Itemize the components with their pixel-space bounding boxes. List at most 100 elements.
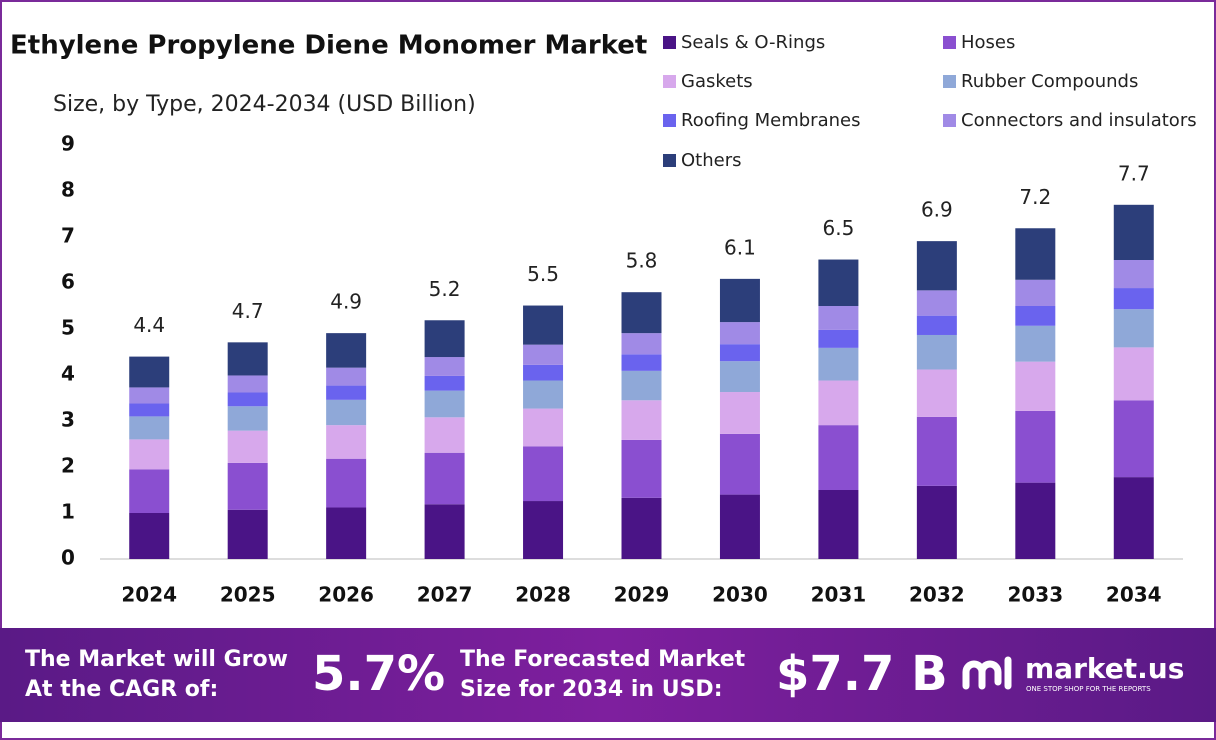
bar-segment xyxy=(818,347,859,381)
bar-segment xyxy=(424,504,465,559)
bar-segment xyxy=(129,356,170,388)
bar-segment xyxy=(1113,204,1154,260)
legend-label: Gaskets xyxy=(681,71,753,92)
cagr-text: The Market will Grow xyxy=(25,647,288,672)
legend-label: Seals & O-Rings xyxy=(681,32,825,53)
bar-segment xyxy=(523,305,564,345)
bar-segment xyxy=(1113,309,1154,348)
bar-segment xyxy=(1015,361,1056,411)
legend-swatch xyxy=(663,36,676,49)
bar-segment xyxy=(227,462,268,510)
x-tick-label: 2024 xyxy=(121,583,177,607)
bar-segment xyxy=(523,344,564,365)
y-tick-label: 1 xyxy=(61,500,75,524)
bar-segment xyxy=(719,278,760,323)
y-tick-label: 4 xyxy=(61,362,75,386)
x-tick-label: 2025 xyxy=(220,583,276,607)
legend-label: Others xyxy=(681,150,742,171)
bar-segment xyxy=(719,392,760,434)
x-tick-label: 2031 xyxy=(811,583,867,607)
chart-subtitle: Size, by Type, 2024-2034 (USD Billion) xyxy=(53,92,476,117)
bar-segment xyxy=(719,433,760,495)
bar-segment xyxy=(621,400,662,440)
bar-segment xyxy=(719,494,760,559)
total-label: 4.7 xyxy=(232,299,264,323)
bar-segment xyxy=(326,385,367,400)
bar-segment xyxy=(227,392,268,407)
bar-segment xyxy=(326,458,367,508)
y-tick-label: 5 xyxy=(61,316,75,340)
legend-label: Hoses xyxy=(961,32,1015,53)
bar-segment xyxy=(227,509,268,559)
tagline: ONE STOP SHOP FOR THE REPORTS xyxy=(1026,685,1151,693)
x-tick-label: 2027 xyxy=(417,583,473,607)
bar-segment xyxy=(818,490,859,559)
bar-segment xyxy=(1113,477,1154,559)
bar-segment xyxy=(621,292,662,334)
x-tick-label: 2032 xyxy=(909,583,965,607)
total-label: 6.1 xyxy=(724,235,756,259)
bar-segment xyxy=(916,241,957,291)
bar-segment xyxy=(719,361,760,393)
y-tick-label: 3 xyxy=(61,408,75,432)
total-label: 6.5 xyxy=(823,216,855,240)
bar-segment xyxy=(916,315,957,335)
bar-segment xyxy=(227,430,268,463)
legend-swatch xyxy=(663,154,676,167)
bar-segment xyxy=(1015,325,1056,362)
legend-swatch xyxy=(663,114,676,127)
bar-segment xyxy=(523,364,564,381)
legend-swatch xyxy=(943,114,956,127)
bar-segment xyxy=(129,403,170,417)
bar-segment xyxy=(523,408,564,447)
x-tick-label: 2033 xyxy=(1007,583,1063,607)
bar-segment xyxy=(916,369,957,417)
bar-segment xyxy=(326,425,367,459)
bar-segment xyxy=(818,259,859,306)
y-tick-label: 6 xyxy=(61,270,75,294)
chart-title: Ethylene Propylene Diene Monomer Market xyxy=(10,31,647,61)
x-tick-label: 2034 xyxy=(1106,583,1162,607)
bar-segment xyxy=(129,416,170,440)
bar-segment xyxy=(1015,410,1056,483)
y-tick-label: 8 xyxy=(61,178,75,202)
bar-segment xyxy=(621,439,662,498)
bar-segment xyxy=(621,497,662,559)
total-label: 5.2 xyxy=(429,277,461,301)
total-label: 4.4 xyxy=(133,313,165,337)
bar-segment xyxy=(916,334,957,370)
bar-segment xyxy=(326,333,367,368)
y-tick-label: 2 xyxy=(61,454,75,478)
x-tick-label: 2029 xyxy=(614,583,670,607)
bar-segment xyxy=(1015,306,1056,326)
bar-segment xyxy=(326,367,367,386)
bar-segment xyxy=(719,322,760,345)
brand: market.us xyxy=(1025,652,1184,685)
y-tick-label: 9 xyxy=(61,132,75,156)
banner xyxy=(0,628,1216,722)
cagr-value: 5.7% xyxy=(312,646,445,702)
bar-segment xyxy=(129,387,170,404)
bar-segment xyxy=(129,513,170,559)
bar-segment xyxy=(129,439,170,470)
bar-segment xyxy=(424,390,465,418)
bar-segment xyxy=(1015,228,1056,280)
bar-segment xyxy=(818,425,859,490)
total-label: 6.9 xyxy=(921,198,953,222)
forecast-text: Size for 2034 in USD: xyxy=(460,677,723,702)
bar-segment xyxy=(818,329,859,348)
legend-label: Roofing Membranes xyxy=(681,110,860,131)
legend-swatch xyxy=(943,75,956,88)
bar-segment xyxy=(424,375,465,391)
bar-segment xyxy=(916,290,957,316)
bar-segment xyxy=(1015,279,1056,306)
total-label: 5.5 xyxy=(527,262,559,286)
bar-segment xyxy=(523,446,564,502)
x-tick-label: 2030 xyxy=(712,583,768,607)
bar-segment xyxy=(621,370,662,401)
logo-icon xyxy=(962,656,1012,690)
bar-segment xyxy=(1113,260,1154,289)
bar-segment xyxy=(129,469,170,513)
